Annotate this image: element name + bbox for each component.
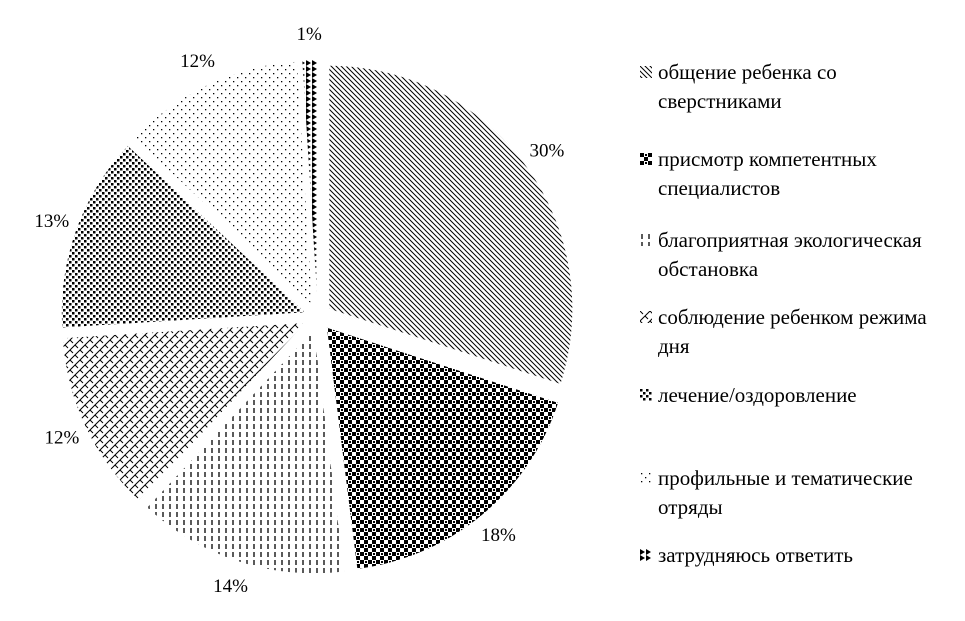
legend-label: общение ребенка со сверстниками [658,60,837,113]
legend-swatch-dense-dots-icon [640,389,652,401]
pie-slice [302,60,318,304]
legend-swatch-dark-triangles-icon [640,549,652,561]
pie-value-label: 12% [45,427,80,448]
legend-item-profile-squads: профильные и тематические отряды [640,464,960,522]
pie-slice [134,61,313,305]
pie-value-label: 13% [34,211,69,232]
legend-item-undecided: затрудняюсь ответить [640,541,960,570]
legend-label: присмотр компетентных специалистов [658,147,877,200]
pie-slice [62,322,306,501]
legend-label: соблюдение ребенком режима дня [658,305,927,358]
pie-slice [61,145,305,328]
legend-item-communication: общение ребенка со сверстниками [640,58,960,116]
pie-slice [326,327,559,569]
pie-slice [329,65,573,384]
legend-label: профильные и тематические отряды [658,466,913,519]
legend-swatch-crosshatch-icon [640,311,652,323]
legend-swatch-diagonal-icon [640,66,652,78]
pie-slices [61,60,573,574]
pie-value-labels: 30% 18% 14% 12% 13% 12% 1% [34,24,564,597]
pie-value-label: 12% [180,51,215,72]
legend-label: благоприятная экологическая обстановка [658,228,922,281]
pie-slice [147,330,345,574]
legend-swatch-checker-icon [640,153,652,165]
pie-value-label: 30% [530,141,565,162]
legend-label: лечение/оздоровление [658,383,857,407]
legend-item-specialists: присмотр компетентных специалистов [640,145,960,203]
legend-item-regime: соблюдение ребенком режима дня [640,303,960,361]
legend-label: затрудняюсь ответить [658,543,854,567]
pie-value-label: 18% [481,525,516,546]
pie-value-label: 14% [213,576,248,597]
legend-item-treatment: лечение/оздоровление [640,381,960,410]
pie-value-label: 1% [296,24,322,45]
legend-item-ecology: благоприятная экологическая обстановка [640,226,960,284]
legend-swatch-sparse-dots-icon [640,472,652,484]
legend-swatch-vertical-dashes-icon [640,234,652,246]
